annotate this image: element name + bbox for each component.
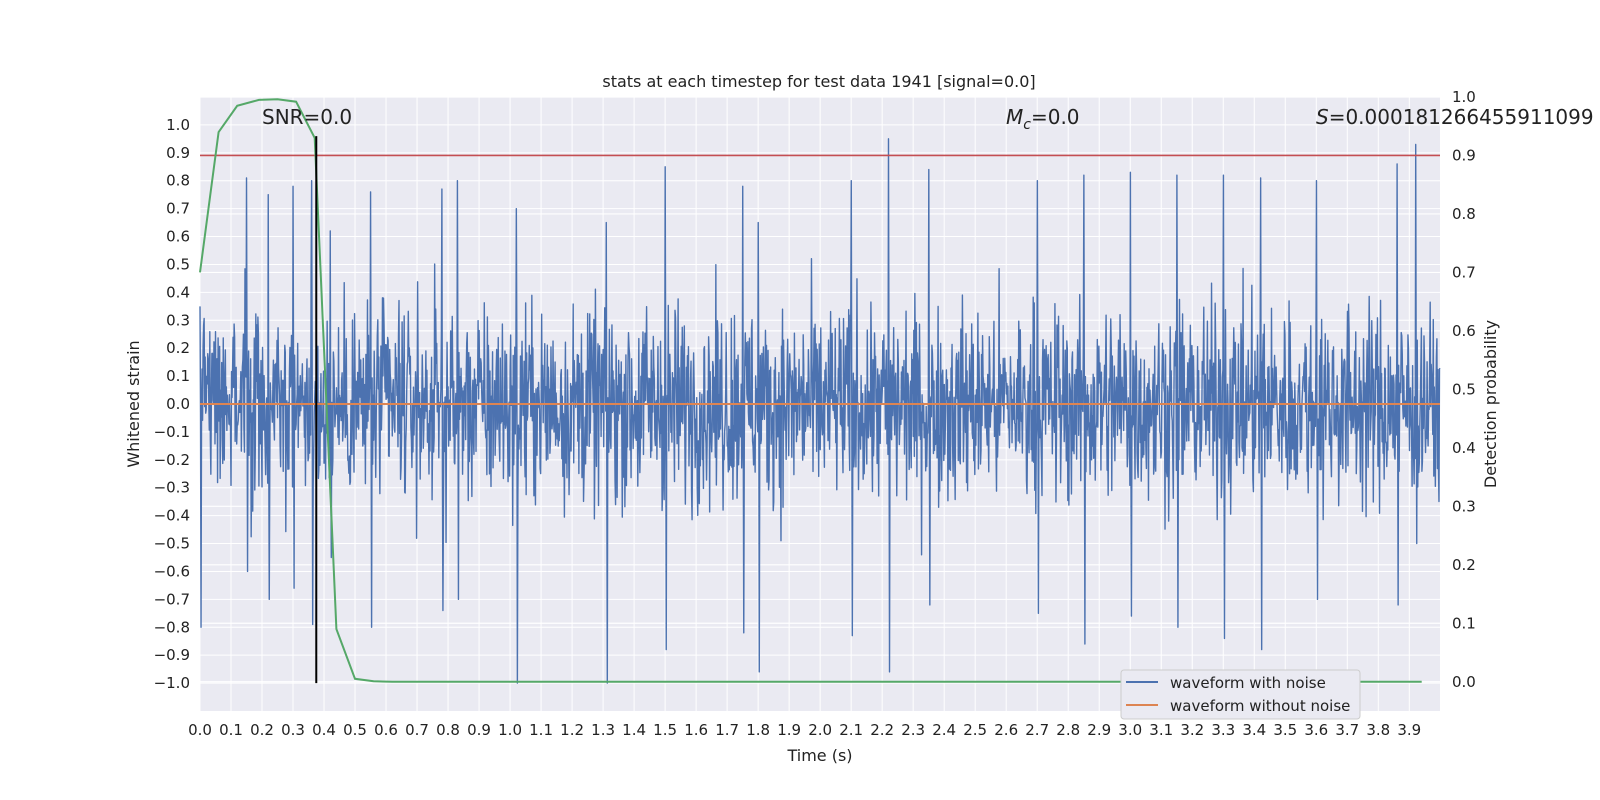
x-tick-label: 3.2	[1180, 721, 1204, 739]
x-tick-label: 2.8	[1056, 721, 1080, 739]
x-tick-label: 3.0	[1118, 721, 1142, 739]
x-axis-ticks: 0.0 0.1 0.2 0.3 0.4 0.5 0.6 0.7 0.8 0.9 1.0 1.1 1.2 1…	[188, 721, 1421, 739]
x-tick-label: 1.7	[715, 721, 739, 739]
x-tick-label: 2.4	[932, 721, 956, 739]
x-tick-label: 2.2	[870, 721, 894, 739]
x-tick-label: 3.9	[1397, 721, 1421, 739]
y-tick-label: −0.4	[154, 507, 190, 525]
x-tick-label: 0.8	[436, 721, 460, 739]
y-tick-label: −0.1	[154, 423, 190, 441]
x-tick-label: 2.1	[839, 721, 863, 739]
y2-tick-label: 0.7	[1452, 263, 1476, 281]
snr-annotation: SNR=0.0	[262, 105, 352, 129]
y-tick-label: −0.8	[154, 618, 190, 636]
legend-label-noise: waveform with noise	[1170, 674, 1326, 692]
y-tick-label: 0.6	[166, 228, 190, 246]
x-tick-label: 1.2	[560, 721, 584, 739]
x-tick-label: 1.3	[591, 721, 615, 739]
x-tick-label: 3.6	[1304, 721, 1328, 739]
s-symbol: S	[1316, 105, 1329, 129]
x-tick-label: 2.9	[1087, 721, 1111, 739]
y-tick-label: 0.4	[166, 283, 190, 301]
y-tick-label: 0.0	[166, 395, 190, 413]
y2-axis-ticks: 1.0 0.9 0.8 0.7 0.6 0.5 0.4 0.3 0.2 0.1 0.0	[1452, 88, 1476, 691]
y-tick-label: −0.5	[154, 535, 190, 553]
x-tick-label: 0.1	[219, 721, 243, 739]
x-tick-label: 0.2	[250, 721, 274, 739]
x-tick-label: 3.8	[1366, 721, 1390, 739]
y-tick-label: 0.1	[166, 367, 190, 385]
x-tick-label: 2.3	[901, 721, 925, 739]
x-tick-label: 1.0	[498, 721, 522, 739]
y2-tick-label: 0.8	[1452, 205, 1476, 223]
x-tick-label: 1.4	[622, 721, 646, 739]
y2-tick-label: 0.4	[1452, 439, 1476, 457]
x-tick-label: 0.7	[405, 721, 429, 739]
mc-symbol: M	[1006, 105, 1023, 129]
y2-tick-label: 0.2	[1452, 556, 1476, 574]
x-tick-label: 1.5	[653, 721, 677, 739]
y-tick-label: −0.3	[154, 479, 190, 497]
x-tick-label: 1.9	[777, 721, 801, 739]
y2-tick-label: 0.9	[1452, 146, 1476, 164]
x-tick-label: 1.6	[684, 721, 708, 739]
y2-tick-label: 0.6	[1452, 322, 1476, 340]
legend: waveform with noise waveform without noi…	[1120, 669, 1361, 720]
x-tick-label: 2.6	[994, 721, 1018, 739]
y-tick-label: 1.0	[166, 116, 190, 134]
x-tick-label: 2.0	[808, 721, 832, 739]
x-tick-label: 1.8	[746, 721, 770, 739]
y2-axis-label: Detection probability	[1481, 320, 1500, 488]
mc-subscript: c	[1023, 117, 1031, 133]
y-axis-label: Whitened strain	[124, 340, 143, 467]
x-tick-label: 2.7	[1025, 721, 1049, 739]
legend-box	[1120, 669, 1361, 720]
y-tick-label: 0.2	[166, 339, 190, 357]
x-tick-label: 0.0	[188, 721, 212, 739]
waveform-with-noise-line	[199, 138, 1441, 684]
x-tick-label: 0.9	[467, 721, 491, 739]
y-axis-ticks: 1.0 0.9 0.8 0.7 0.6 0.5 0.4 0.3 0.2 0.1 0.0 −0.1 −0.…	[154, 116, 190, 692]
chart-title: stats at each timestep for test data 194…	[602, 72, 1035, 91]
y-tick-label: 0.9	[166, 144, 190, 162]
chirp-mass-annotation: Mc=0.0	[1006, 105, 1080, 133]
y2-tick-label: 0.5	[1452, 380, 1476, 398]
y2-tick-label: 0.1	[1452, 614, 1476, 632]
mc-value: =0.0	[1031, 105, 1080, 129]
waveform-with-noise-path	[199, 138, 1441, 684]
legend-label-clean: waveform without noise	[1170, 697, 1350, 715]
x-tick-label: 2.5	[963, 721, 987, 739]
x-tick-label: 3.4	[1242, 721, 1266, 739]
detection-probability-line	[199, 98, 1422, 683]
x-tick-label: 3.3	[1211, 721, 1235, 739]
s-value: =0.000181266455911099	[1329, 105, 1594, 129]
x-axis-label: Time (s)	[786, 746, 852, 765]
y-tick-label: 0.5	[166, 255, 190, 273]
x-tick-label: 3.1	[1149, 721, 1173, 739]
x-tick-label: 0.3	[281, 721, 305, 739]
x-tick-label: 0.4	[312, 721, 336, 739]
y2-tick-label: 0.0	[1452, 673, 1476, 691]
y-tick-label: 0.7	[166, 200, 190, 218]
y2-tick-label: 0.3	[1452, 497, 1476, 515]
x-tick-label: 1.1	[529, 721, 553, 739]
y-tick-label: −0.6	[154, 562, 190, 580]
x-tick-label: 3.5	[1273, 721, 1297, 739]
y-tick-label: 0.8	[166, 172, 190, 190]
x-tick-label: 0.5	[343, 721, 367, 739]
y-tick-label: −0.7	[154, 590, 190, 608]
y-tick-label: −0.2	[154, 451, 190, 469]
y-tick-label: 0.3	[166, 311, 190, 329]
y-tick-label: −0.9	[154, 646, 190, 664]
y-tick-label: −1.0	[154, 674, 190, 692]
y2-tick-label: 1.0	[1452, 88, 1476, 106]
x-tick-label: 0.6	[374, 721, 398, 739]
x-tick-label: 3.7	[1335, 721, 1359, 739]
s-annotation: S=0.000181266455911099	[1316, 105, 1594, 129]
